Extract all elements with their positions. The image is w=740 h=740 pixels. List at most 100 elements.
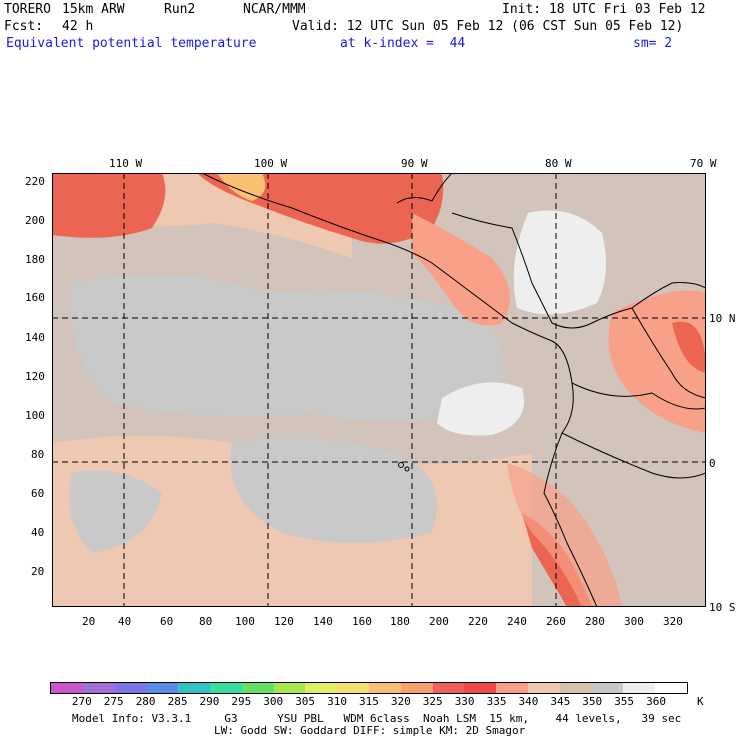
smoothing-label: sm= 2 <box>633 36 673 51</box>
level-label: at k-index = 44 <box>340 36 466 51</box>
colorbar-swatch <box>400 683 433 693</box>
x-grid-label: 320 <box>663 615 683 628</box>
y-grid-label: 40 <box>31 526 45 539</box>
y-grid-label: 200 <box>25 214 45 227</box>
colorbar-label: 330 <box>454 695 475 708</box>
x-grid-label: 300 <box>624 615 644 628</box>
x-grid-label: 100 <box>235 615 255 628</box>
field-warm-peru <box>507 463 622 607</box>
y-grid-label: 120 <box>25 370 45 383</box>
colorbar-label: 360 <box>646 695 666 708</box>
colorbar-swatch <box>305 683 338 693</box>
border-sa-interior-3 <box>631 307 706 399</box>
colorbar-label: 275 <box>103 695 124 708</box>
map-border <box>52 173 706 607</box>
colorbar-swatch <box>51 683 83 693</box>
lon-label-100w: 100 W <box>254 157 288 170</box>
colorbar-label: 310 <box>327 695 347 708</box>
y-grid-label: 180 <box>25 253 45 266</box>
border-sa-interior-2 <box>561 432 706 479</box>
y-grid-label: 80 <box>31 448 45 461</box>
x-grid-label: 120 <box>274 615 294 628</box>
y-grid-label: 140 <box>25 331 45 344</box>
field-cold-ocean <box>437 382 524 436</box>
model-info-line: Model Info: V3.3.1 G3 YSU PBL WDM 6class… <box>72 712 682 725</box>
colorbar-swatch <box>241 683 274 693</box>
colorbar-swatch <box>368 683 401 693</box>
field-cool-ocean-2 <box>230 437 437 543</box>
colorbar-swatch <box>655 683 687 693</box>
coastline-caribbean <box>451 212 706 329</box>
fcst-value: 42 h <box>62 19 94 34</box>
lon-label-90w: 90 W <box>401 157 428 170</box>
coastline-yucatan <box>396 173 453 204</box>
colorbar-label: 320 <box>390 695 411 708</box>
colorbar-swatch <box>114 683 147 693</box>
y-grid-label: 220 <box>25 175 45 188</box>
org-label: NCAR/MMM <box>243 2 306 17</box>
field-hot-centralam <box>412 213 510 326</box>
x-grid-label: 60 <box>160 615 174 628</box>
colorbar-label: 270 <box>71 695 92 708</box>
colorbar-label: 345 <box>550 695 571 708</box>
x-grid-label: 80 <box>199 615 213 628</box>
x-grid-label: 260 <box>546 615 566 628</box>
colorbar-label: 350 <box>582 695 603 708</box>
x-grid-label: 180 <box>390 615 410 628</box>
colorbar <box>50 682 688 694</box>
colorbar-swatch <box>432 683 465 693</box>
colorbar-label: 315 <box>359 695 379 708</box>
colorbar-label: 355 <box>614 695 635 708</box>
colorbar-swatch <box>146 683 179 693</box>
field-cool-ocean-3 <box>69 470 162 553</box>
x-grid-label: 280 <box>585 615 605 628</box>
field-hot-nsa <box>672 321 706 373</box>
colorbar-swatch <box>591 683 624 693</box>
run-label: Run2 <box>164 2 196 17</box>
map-panel <box>52 173 706 607</box>
x-grid-label: 240 <box>507 615 527 628</box>
theta-e-field-map <box>52 173 706 607</box>
colorbar-label: 285 <box>167 695 188 708</box>
colorbar-label: 340 <box>518 695 539 708</box>
colorbar-swatch <box>464 683 497 693</box>
lon-label-70w: 70 W <box>690 157 717 170</box>
colorbar-label: 280 <box>135 695 156 708</box>
lon-label-80w: 80 W <box>545 157 572 170</box>
field-very-hot-mexico <box>217 173 266 201</box>
field-hot-nw <box>52 173 166 238</box>
field-name: Equivalent potential temperature <box>6 36 257 51</box>
lat-label-10s: 10 S <box>709 601 736 614</box>
y-grid-label: 160 <box>25 291 45 304</box>
colorbar-swatch <box>496 683 528 693</box>
colorbar-label: 300 <box>263 695 284 708</box>
colorbar-label: 295 <box>231 695 252 708</box>
y-grid-label: 60 <box>31 487 45 500</box>
colorbar-swatch <box>209 683 242 693</box>
coastline-mexico-centralam <box>201 173 553 342</box>
colorbar-swatch <box>82 683 115 693</box>
colorbar-label: 290 <box>199 695 220 708</box>
lon-label-110w: 110 W <box>109 157 143 170</box>
fcst-label: Fcst: <box>4 19 44 34</box>
y-grid-label: 100 <box>25 409 45 422</box>
physics-info-line: LW: Godd SW: Goddard DIFF: simple KM: 2D… <box>214 724 526 737</box>
colorbar-unit: K <box>697 695 704 708</box>
border-sa-interior <box>571 382 706 410</box>
colorbar-label: 335 <box>486 695 507 708</box>
coastline-south-america <box>543 340 598 607</box>
colorbar-swatch <box>559 683 592 693</box>
lat-label-0: 0 <box>709 457 716 470</box>
galapagos-islands <box>398 462 404 468</box>
colorbar-swatch <box>337 683 369 693</box>
x-grid-label: 200 <box>429 615 449 628</box>
valid-time: Valid: 12 UTC Sun 05 Feb 12 (06 CST Sun … <box>292 19 684 34</box>
x-grid-label: 160 <box>352 615 372 628</box>
init-time: Init: 18 UTC Fri 03 Feb 12 <box>502 2 706 17</box>
lat-lon-grid <box>52 173 706 607</box>
galapagos-islands <box>404 466 410 472</box>
colorbar-label: 305 <box>295 695 316 708</box>
model-name: TORERO <box>4 2 51 17</box>
y-grid-label: 20 <box>31 565 45 578</box>
x-grid-label: 220 <box>468 615 488 628</box>
